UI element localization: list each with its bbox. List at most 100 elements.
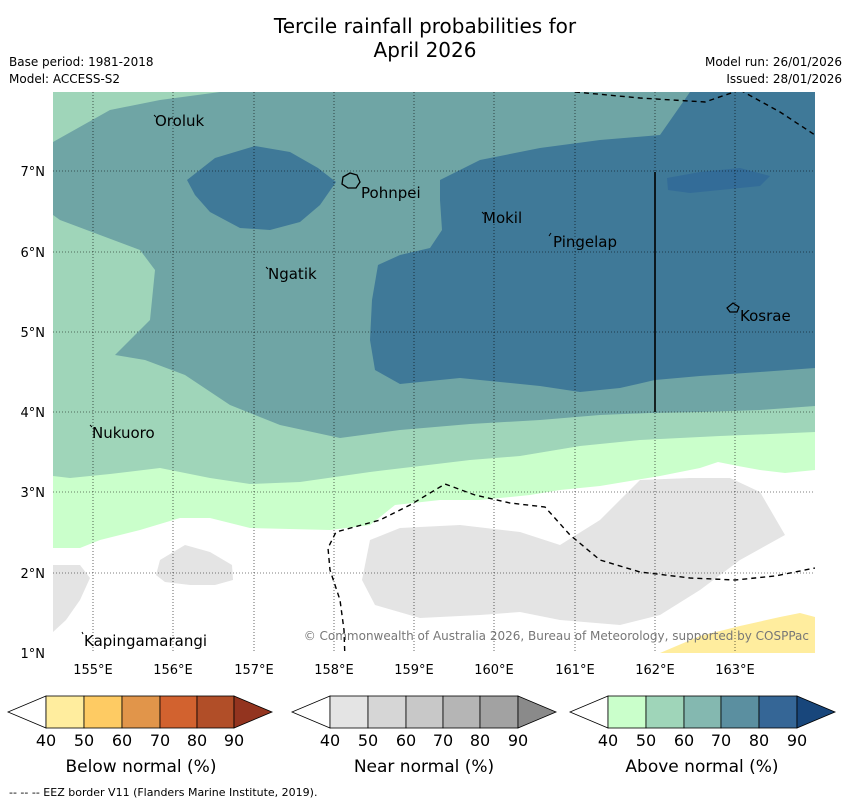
below-swatch — [196, 695, 235, 729]
eez-border — [327, 92, 815, 653]
meta-left: Base period: 1981-2018 Model: ACCESS-S2 — [9, 54, 154, 88]
map-title: Tercile rainfall probabilities for April… — [0, 14, 850, 62]
above-70-region-pohnpei — [187, 146, 336, 230]
below-swatch — [45, 695, 85, 729]
place-labels: Oroluk Pohnpei Mokil Pingelap Ngatik Kos… — [84, 112, 791, 650]
kosrae-island-outline — [726, 302, 740, 313]
near-tick: 70 — [433, 731, 453, 750]
lon-label: 162°E — [635, 663, 675, 678]
colorbar-labels: Below normal (%) Near normal (%) Above n… — [66, 757, 779, 777]
model-run: Model run: 26/01/2026 — [704, 55, 842, 69]
above-tick: 50 — [636, 731, 656, 750]
place-label: Pohnpei — [361, 184, 421, 202]
near-swatch — [367, 695, 407, 729]
lat-label: 7°N — [21, 165, 46, 180]
lon-label: 158°E — [314, 663, 354, 678]
colorbar-ticks: 40 50 60 70 80 90 40 50 60 70 80 90 40 5… — [36, 731, 807, 750]
near-40-region-edge — [53, 565, 90, 632]
colorbar-near — [290, 695, 558, 729]
lat-labels: 7°N 6°N 5°N 4°N 3°N 2°N 1°N — [21, 165, 46, 662]
colorbar-below — [6, 695, 274, 729]
below-swatch — [121, 695, 161, 729]
below-max-arrow — [233, 695, 274, 729]
lon-label: 156°E — [153, 663, 193, 678]
below-tick: 50 — [74, 731, 94, 750]
above-tick: 90 — [787, 731, 807, 750]
above-swatch — [683, 695, 722, 729]
near-tick: 90 — [508, 731, 528, 750]
place-label: Ngatik — [268, 265, 317, 283]
near-40-region-west — [156, 545, 233, 585]
lon-label: 160°E — [474, 663, 514, 678]
below-normal-label: Below normal (%) — [66, 757, 217, 777]
below-40-region — [660, 613, 815, 653]
below-swatch — [159, 695, 198, 729]
mokil-marker — [481, 211, 485, 215]
place-label: Mokil — [483, 209, 522, 227]
above-min-arrow — [568, 695, 609, 729]
place-label: Nukuoro — [92, 424, 155, 442]
issued-date: Issued: 28/01/2026 — [726, 72, 842, 86]
colorbar-above — [568, 695, 837, 729]
above-max-arrow — [796, 695, 837, 729]
copyright-text: © Commonwealth of Australia 2026, Bureau… — [304, 629, 809, 643]
near-swatch — [329, 695, 369, 729]
below-tick: 70 — [150, 731, 170, 750]
title-line-1: Tercile rainfall probabilities for — [273, 14, 577, 38]
near-max-arrow — [517, 695, 558, 729]
near-tick: 80 — [470, 731, 490, 750]
base-period: Base period: 1981-2018 — [9, 55, 154, 69]
oroluk-marker — [153, 114, 157, 118]
meta-right: Model run: 26/01/2026 Issued: 28/01/2026 — [705, 54, 842, 88]
pohnpei-island-outline — [341, 172, 361, 189]
above-tick: 40 — [598, 731, 618, 750]
title-line-2: April 2026 — [373, 38, 477, 62]
above-tick: 70 — [711, 731, 731, 750]
lat-label: 1°N — [21, 647, 46, 662]
place-label: Kosrae — [740, 307, 791, 325]
below-tick: 60 — [112, 731, 132, 750]
lon-label: 155°E — [73, 663, 113, 678]
lat-label: 5°N — [21, 326, 46, 341]
lat-label: 3°N — [21, 486, 46, 501]
above-tick: 80 — [749, 731, 769, 750]
above-swatch — [607, 695, 647, 729]
near-normal-label: Near normal (%) — [354, 757, 494, 777]
map-fills — [53, 92, 815, 653]
near-tick: 40 — [320, 731, 340, 750]
lat-label: 2°N — [21, 567, 46, 582]
near-swatch — [442, 695, 481, 729]
above-normal-label: Above normal (%) — [625, 757, 778, 777]
below-swatch — [83, 695, 123, 729]
near-tick: 60 — [396, 731, 416, 750]
lon-label: 159°E — [394, 663, 434, 678]
above-swatch — [720, 695, 760, 729]
pingelap-marker — [548, 232, 552, 237]
nukuoro-marker — [89, 424, 93, 428]
below-tick: 80 — [187, 731, 207, 750]
above-70-region-east — [370, 92, 815, 392]
lon-label: 161°E — [555, 663, 595, 678]
kapinga-marker — [81, 631, 84, 635]
near-swatch — [479, 695, 519, 729]
below-tick: 40 — [36, 731, 56, 750]
place-label: Kapingamarangi — [84, 632, 207, 650]
near-40-region-south — [362, 478, 785, 625]
near-tick: 50 — [358, 731, 378, 750]
above-tick: 60 — [674, 731, 694, 750]
eez-footnote: -- -- -- EEZ border V11 (Flanders Marine… — [9, 786, 318, 799]
above-swatch — [758, 695, 798, 729]
above-swatch — [645, 695, 685, 729]
above-80-region — [667, 168, 770, 193]
lon-label: 163°E — [715, 663, 755, 678]
model-name: Model: ACCESS-S2 — [9, 72, 121, 86]
place-label: Pingelap — [553, 233, 617, 251]
ngatik-marker — [265, 266, 269, 270]
near-min-arrow — [290, 695, 331, 729]
lon-label: 157°E — [234, 663, 274, 678]
near-swatch — [405, 695, 444, 729]
lat-label: 6°N — [21, 246, 46, 261]
place-label: Oroluk — [155, 112, 204, 130]
lon-labels: 155°E 156°E 157°E 158°E 159°E 160°E 161°… — [73, 663, 755, 678]
